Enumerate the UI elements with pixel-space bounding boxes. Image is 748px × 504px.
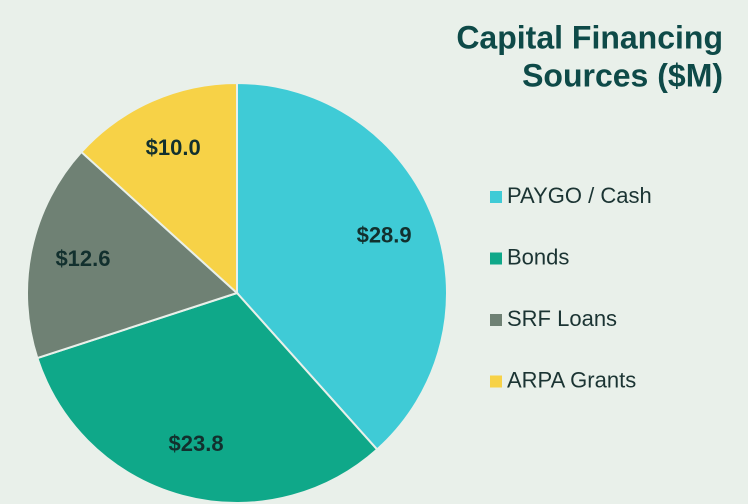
chart-title: Sources ($M) [522, 57, 723, 93]
pie-slice [236, 81, 448, 451]
data-label: $28.9 [357, 223, 412, 248]
legend-label: PAYGO / Cash [507, 183, 652, 208]
pie-slice [79, 81, 238, 296]
legend-swatch [490, 252, 502, 265]
data-label: $12.6 [55, 246, 110, 271]
data-label: $23.8 [169, 431, 224, 456]
legend-swatch [490, 314, 502, 326]
legend-label: Bonds [507, 244, 569, 269]
data-label: $10.0 [146, 135, 201, 160]
legend-swatch [490, 375, 502, 388]
legend-label: ARPA Grants [507, 367, 636, 392]
pie-slice [26, 150, 239, 360]
chart-title: Capital Financing [456, 19, 723, 55]
legend-label: SRF Loans [507, 306, 617, 331]
legend-swatch [490, 191, 502, 203]
pie-slice [36, 291, 379, 504]
